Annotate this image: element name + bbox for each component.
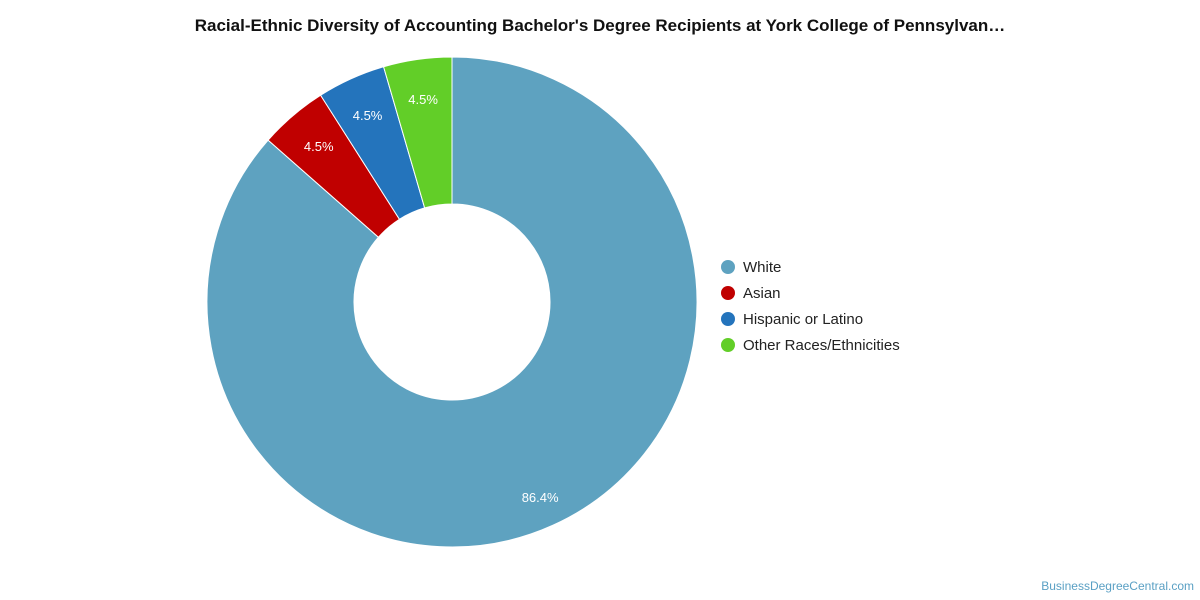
legend: White Asian Hispanic or Latino Other Races/…	[721, 254, 900, 358]
watermark-link[interactable]: BusinessDegreeCentral.com	[1041, 579, 1194, 593]
legend-swatch	[721, 338, 735, 352]
legend-label: White	[743, 258, 782, 276]
slice-label-white: 86.4%	[522, 490, 559, 505]
donut-slices	[206, 56, 698, 548]
legend-swatch	[721, 260, 735, 274]
legend-item-other-races-ethnicities[interactable]: Other Races/Ethnicities	[721, 332, 900, 358]
legend-swatch	[721, 312, 735, 326]
legend-item-hispanic-or-latino[interactable]: Hispanic or Latino	[721, 306, 900, 332]
slice-other-races-ethnicities[interactable]	[382, 56, 453, 209]
legend-label: Asian	[743, 284, 781, 302]
slice-label-hispanic-or-latino: 4.5%	[353, 108, 383, 123]
legend-swatch	[721, 286, 735, 300]
slice-labels: 86.4% 4.5% 4.5% 4.5%	[304, 92, 559, 505]
slice-white[interactable]	[206, 56, 698, 548]
legend-item-asian[interactable]: Asian	[721, 280, 900, 306]
slice-label-asian: 4.5%	[304, 139, 334, 154]
legend-label: Other Races/Ethnicities	[743, 336, 900, 354]
legend-label: Hispanic or Latino	[743, 310, 864, 328]
legend-item-white[interactable]: White	[721, 254, 900, 280]
slice-label-other-races-ethnicities: 4.5%	[408, 92, 438, 107]
chart-title: Racial-Ethnic Diversity of Accounting Ba…	[194, 16, 1006, 35]
